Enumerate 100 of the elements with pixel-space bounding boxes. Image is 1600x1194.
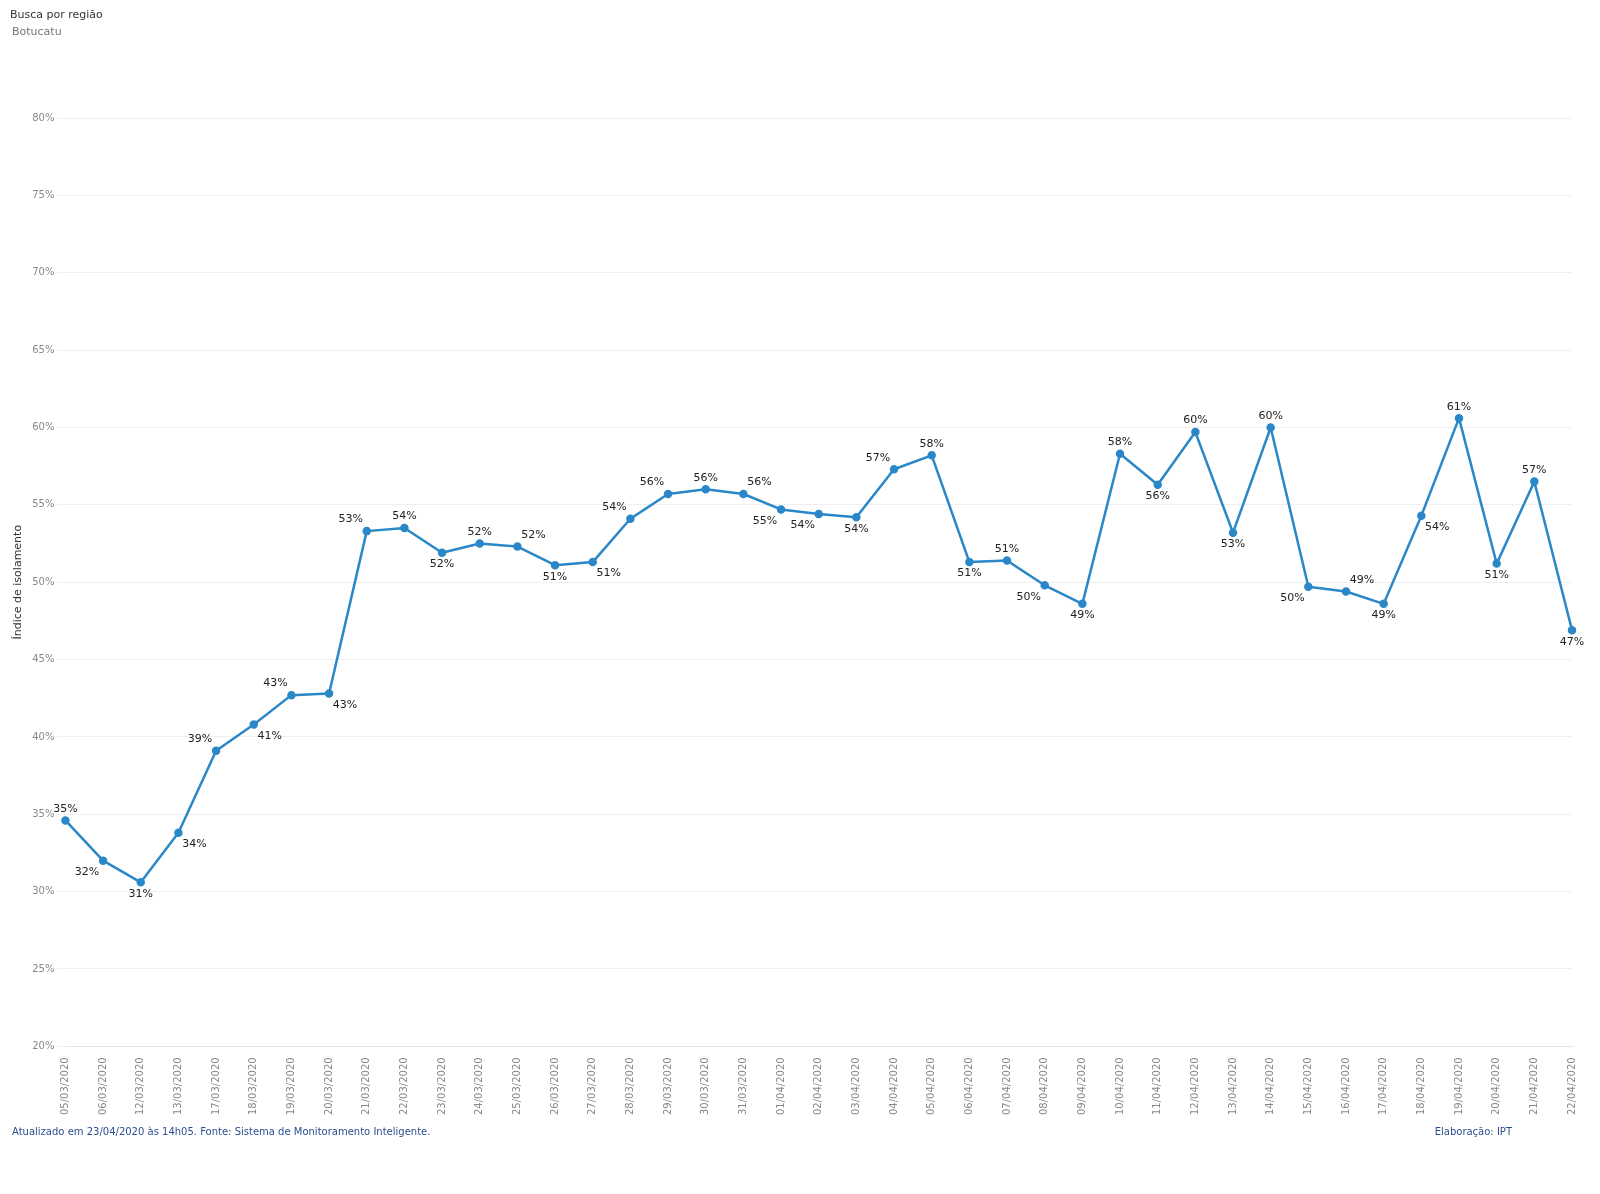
x-tick-label: 04/04/2020 [887,1057,899,1115]
x-tick-label: 13/03/2020 [172,1057,184,1115]
y-axis-title: Índice de isolamento [11,524,25,640]
data-label: 32% [74,865,100,879]
data-label: 39% [187,732,213,746]
x-tick-label: 03/04/2020 [849,1057,861,1115]
data-label: 58% [1107,435,1133,449]
y-tick-label: 70% [32,266,55,278]
data-label: 52% [429,557,455,571]
text: Atualizado em 23/04/2020 às 14h05. Fonte: Sistema de Monitoramento Inteligente. [12,1126,431,1137]
x-tick-label: 02/04/2020 [812,1057,824,1115]
x-tick-label: 28/03/2020 [623,1057,635,1115]
point [400,523,409,533]
x-tick-label: 22/04/2020 [1565,1057,1577,1115]
x-tick-label: 20/03/2020 [322,1057,334,1115]
data-label: 43% [332,697,358,711]
point [588,557,597,567]
y-tick-label: 55% [32,498,55,510]
x-tick-label: 11/04/2020 [1151,1057,1163,1115]
y-tick-label: 35% [32,807,55,819]
x-tick-label: 07/04/2020 [1000,1057,1012,1115]
data-label: 47% [1559,634,1585,648]
point [437,548,447,558]
point [626,514,635,523]
x-tick-label: 23/03/2020 [435,1057,447,1115]
x-tick-label: 12/04/2020 [1188,1057,1200,1115]
point [1492,559,1501,568]
y-tick-label: 20% [32,1039,55,1051]
data-label: 51% [994,541,1020,555]
x-tick-label: 05/03/2020 [59,1057,71,1115]
data-label: 54% [602,500,627,514]
data-label: 35% [53,801,78,815]
point [249,720,258,729]
data-label: 55% [752,513,778,527]
data-label: 50% [1016,589,1041,603]
point [1191,427,1200,437]
y-tick-label: 65% [32,343,55,355]
x-tick-label: 26/03/2020 [548,1057,560,1115]
data-label: 51% [957,566,982,580]
point [550,560,560,570]
y-tick-label: 80% [32,111,55,123]
point [1454,413,1464,423]
data-label: 51% [542,569,568,583]
y-tick-label: 45% [32,653,55,665]
data-label: 56% [747,475,772,489]
data-label: 49% [1371,608,1396,622]
point [1379,599,1388,609]
point [1567,625,1577,635]
y-tick-label: 25% [32,962,55,974]
x-tick-label: 21/03/2020 [360,1057,372,1115]
x-tick-label: 18/03/2020 [247,1057,259,1115]
data-label: 43% [263,676,288,690]
point [61,816,70,825]
x-tick-label: 01/04/2020 [774,1057,786,1115]
data-label: 56% [639,475,665,489]
x-tick-label: 17/04/2020 [1377,1057,1389,1115]
data-label: 53% [338,512,363,526]
data-label: 58% [919,436,944,450]
x-tick-label: 30/03/2020 [699,1057,711,1115]
y-tick-label: 60% [32,421,55,433]
x-tick-label: 13/04/2020 [1226,1057,1238,1115]
x-tick-label: 29/03/2020 [661,1057,673,1115]
point [701,485,710,494]
point [1153,480,1162,489]
point [1078,599,1087,609]
point [287,690,296,700]
point [1530,477,1539,486]
point [739,489,748,499]
point [889,464,899,474]
data-label: 52% [521,527,546,541]
point [776,505,786,514]
data-label: 53% [1220,537,1246,551]
x-tick-label: 05/04/2020 [925,1057,937,1115]
point [174,828,183,838]
x-tick-label: 15/04/2020 [1301,1057,1313,1115]
point [324,689,334,698]
x-tick-label: 24/03/2020 [473,1057,485,1115]
x-tick-label: 22/03/2020 [398,1057,409,1115]
point [136,878,146,887]
x-tick-label: 19/03/2020 [285,1057,297,1115]
data-label: 56% [693,470,718,484]
chart-title: Busca por região [9,8,104,21]
y-tick-label: 40% [32,730,55,742]
y-tick-label: 75% [32,188,55,200]
data-label: 31% [128,886,153,900]
data-label: 57% [1522,462,1547,476]
x-tick-label: 25/03/2020 [510,1057,522,1115]
data-label: 49% [1070,608,1095,622]
point [1304,582,1313,592]
x-tick-label: 27/03/2020 [586,1057,598,1115]
x-tick-label: 10/04/2020 [1113,1057,1125,1115]
data-label: 51% [596,566,621,580]
data-label: 49% [1349,572,1375,586]
point [1040,581,1049,590]
data-label: 61% [1446,399,1472,413]
x-tick-label: 17/03/2020 [209,1057,221,1115]
x-tick-label: 06/04/2020 [962,1057,974,1115]
data-label: 54% [1425,520,1450,534]
data-label: 60% [1183,413,1208,427]
data-label: 60% [1258,408,1283,422]
